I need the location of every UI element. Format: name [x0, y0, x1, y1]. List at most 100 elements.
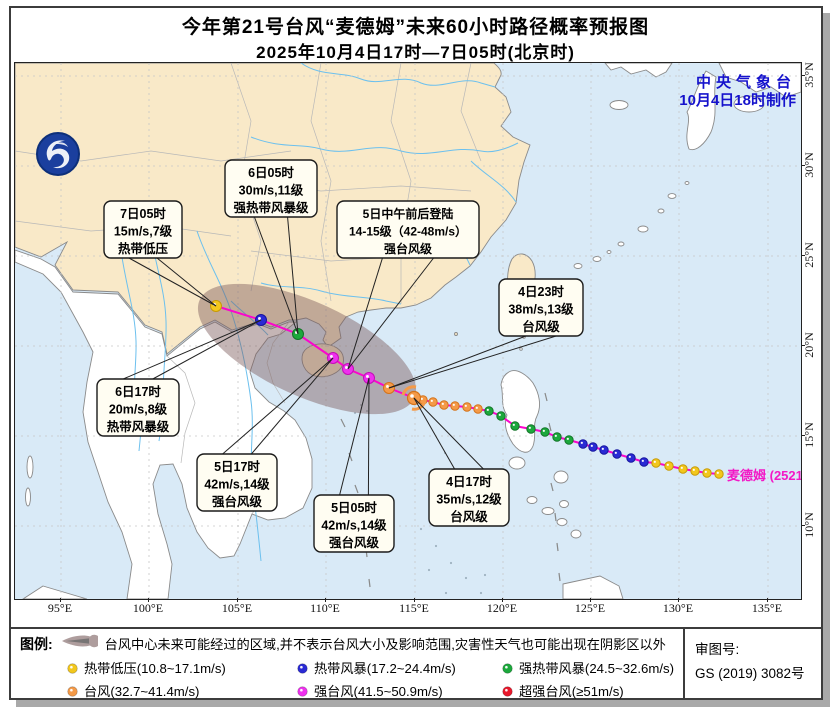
lon-tick — [766, 598, 768, 602]
callout-pointer-line — [287, 216, 299, 335]
lon-tick — [589, 598, 591, 602]
callout-text: 42m/s,14级 — [204, 477, 270, 492]
history-point — [588, 442, 598, 452]
callout-pointer-line — [251, 357, 334, 455]
agency-issue-time: 10月4日18时制作 — [679, 92, 796, 109]
legend-item-label: 强台风(41.5~50.9m/s) — [314, 684, 443, 699]
history-point — [690, 466, 700, 476]
history-point — [578, 439, 588, 449]
lon-tick — [324, 598, 326, 602]
legend-item-label: 超强台风(≥51m/s) — [519, 684, 624, 699]
callout-pointer-line — [128, 257, 217, 307]
graticule — [15, 63, 801, 599]
callout-text: 4日23时 — [518, 284, 564, 299]
lat-label: 25°N — [802, 242, 816, 268]
callout-pointer-line — [388, 335, 527, 389]
track-layer: 麦德姆 (2521) — [210, 300, 807, 483]
callout-text: 台风级 — [450, 509, 488, 524]
callout-pointer-line — [222, 357, 334, 455]
agency-name: 中央气象台 — [695, 74, 796, 91]
history-point — [639, 457, 649, 467]
callout-text: 强台风级 — [329, 535, 380, 550]
lat-tick — [801, 74, 805, 76]
callout: 5日中午前后登陆 14-15级（42-48m/s） 强台风级 — [336, 200, 480, 370]
history-point — [496, 411, 506, 421]
legend-item: 强台风(41.5~50.9m/s) — [296, 681, 501, 700]
history-point — [664, 461, 674, 471]
legend-item: 超强台风(≥51m/s) — [501, 681, 683, 700]
lon-tick — [236, 598, 238, 602]
history-point — [526, 424, 536, 434]
callout-text: 强热带风暴级 — [233, 200, 309, 215]
callout-box — [103, 200, 183, 259]
callout-text: 热带风暴级 — [107, 419, 170, 434]
lat-tick — [801, 524, 805, 526]
legend-item: 热带低压(10.8~17.1m/s) — [66, 658, 296, 677]
lon-label: 130°E — [662, 601, 694, 615]
legend-swatch-icon — [502, 685, 513, 697]
history-point — [714, 469, 724, 479]
legend-item-label: 热带低压(10.8~17.1m/s) — [84, 661, 226, 676]
lon-tick — [59, 598, 61, 602]
review-label: 审图号: — [695, 642, 740, 657]
callout-pointer-line — [388, 335, 557, 389]
page-subtitle: 2025年10月4日17时—7日05时(北京时) — [256, 43, 575, 62]
legend-swatch-icon — [297, 662, 308, 674]
callout-pointer-line — [156, 257, 217, 307]
callout-text: 强台风级 — [384, 241, 432, 256]
review-value: GS (2019) 3082号 — [695, 666, 805, 681]
history-point — [473, 404, 483, 414]
history-point — [439, 400, 449, 410]
callout-pointer-line — [152, 319, 262, 380]
history-point — [599, 445, 609, 455]
lat-label: 20°N — [802, 332, 816, 358]
legend-prefix: 图例: — [20, 635, 53, 652]
callout-pointer-line — [413, 397, 456, 470]
legend: 图例: 台风中心未来可能经过的区域,并不表示台风大小及影响范围,灾害性天气也可能… — [9, 627, 823, 700]
page-title: 今年第21号台风“麦德姆”未来60小时路径概率预报图 — [181, 17, 650, 38]
lat-label: 10°N — [802, 512, 816, 538]
callout-pointer-line — [339, 377, 370, 496]
legend-swatch-icon — [67, 662, 78, 674]
callout-pointer-line — [347, 257, 434, 370]
legend-item-label: 台风(32.7~41.4m/s) — [84, 684, 200, 699]
callout-text: 20m/s,8级 — [109, 402, 168, 417]
cma-logo-icon — [35, 131, 81, 177]
callout-text: 42m/s,14级 — [321, 518, 387, 533]
callout-text: 6日05时 — [248, 165, 294, 180]
history-point — [626, 453, 636, 463]
callout-pointer-line — [123, 319, 262, 380]
history-point — [552, 432, 562, 442]
callout-text: 30m/s,11级 — [239, 183, 304, 198]
history-point — [428, 397, 438, 407]
callout-text: 强台风级 — [212, 494, 263, 509]
callout-text: 38m/s,13级 — [508, 302, 574, 317]
map-area: 麦德姆 (2521) 7日05时 15m/s,7级 热带低压 6日05时 30m/s,1… — [14, 62, 807, 600]
lon-label: 95°E — [47, 601, 73, 615]
lon-label: 125°E — [574, 601, 606, 615]
callout-box — [224, 159, 318, 218]
lon-tick — [501, 598, 503, 602]
lon-label: 115°E — [399, 601, 429, 615]
history-point — [540, 427, 550, 437]
history-point — [450, 401, 460, 411]
legend-item: 强热带风暴(24.5~32.6m/s) — [501, 658, 683, 677]
callout-box — [196, 453, 278, 512]
callout-box — [96, 378, 180, 437]
callout-text: 7日05时 — [120, 206, 166, 221]
history-point — [678, 464, 688, 474]
history-point — [484, 406, 494, 416]
callout-pointer-line — [413, 397, 484, 470]
history-point — [702, 468, 712, 478]
callout-box — [498, 278, 584, 337]
map-review-number: 审图号: GS (2019) 3082号 — [683, 629, 821, 698]
history-point — [651, 458, 661, 468]
legend-item-label: 热带风暴(17.2~24.4m/s) — [314, 661, 456, 676]
callout-text: 5日17时 — [214, 459, 260, 474]
